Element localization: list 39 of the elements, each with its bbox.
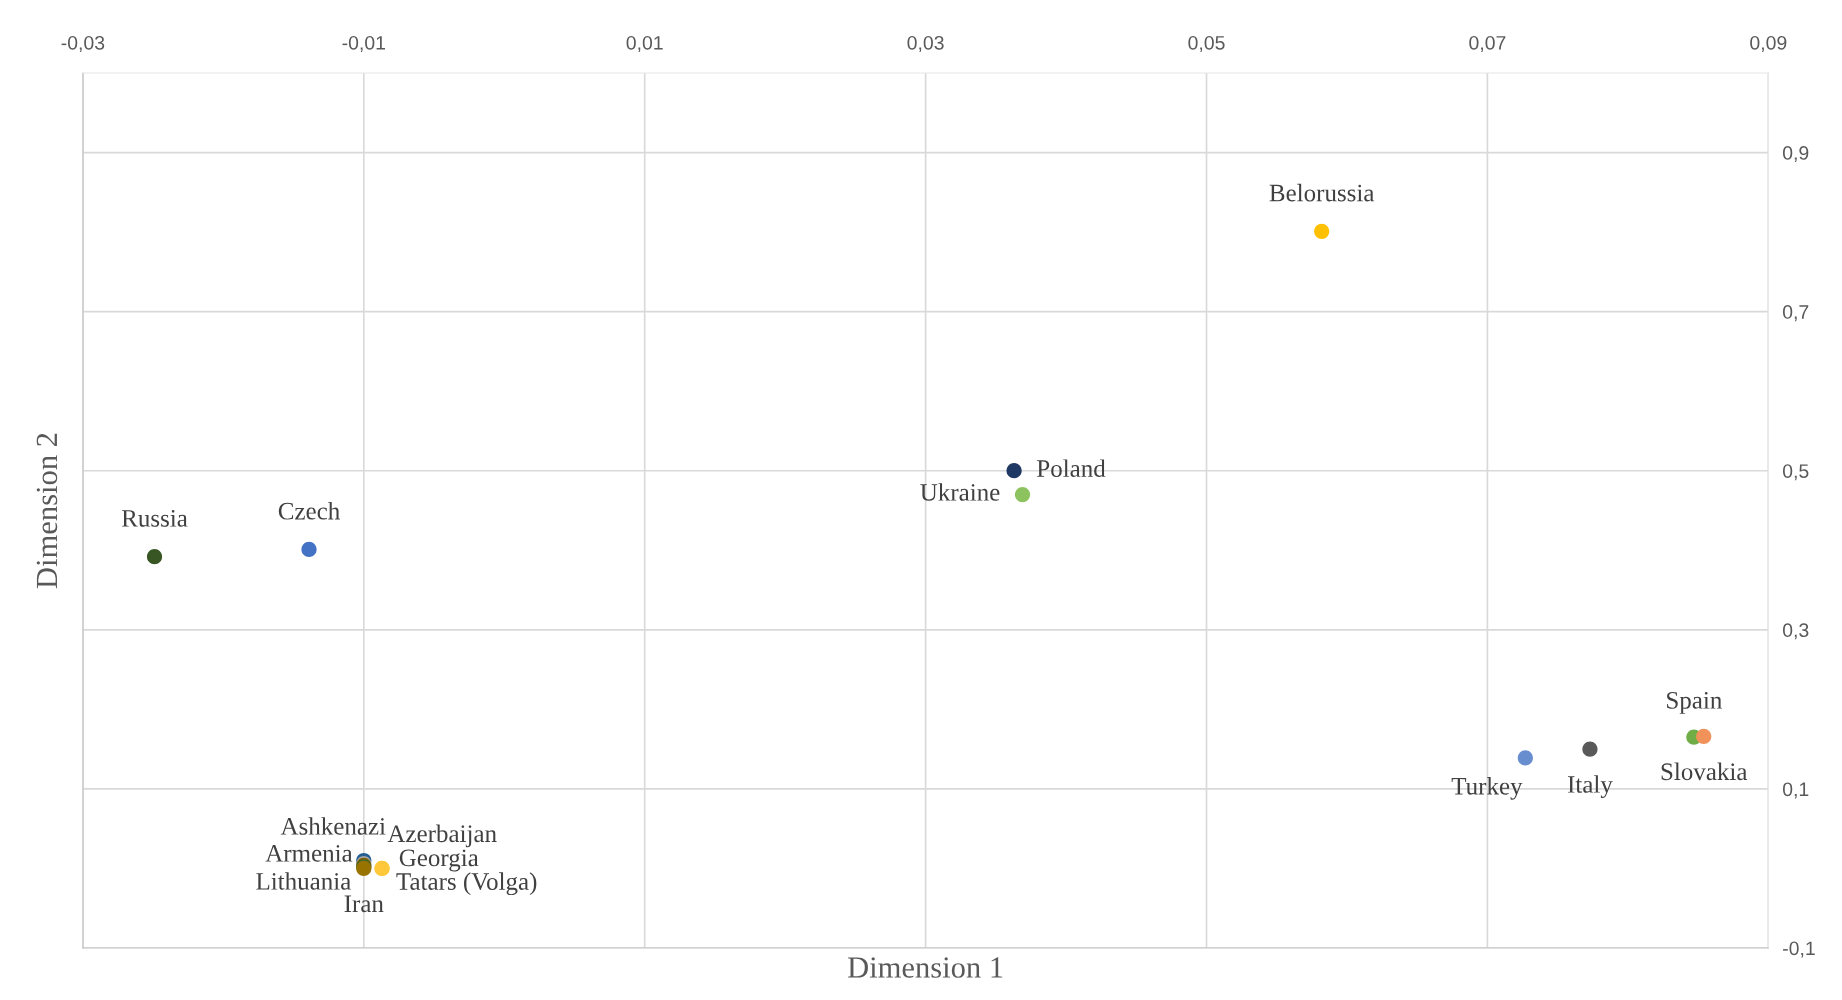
point [1517, 750, 1533, 766]
point [1582, 741, 1598, 757]
series-label: Belorussia [1269, 183, 1375, 202]
point [1006, 463, 1022, 479]
series-label: Italy [1567, 775, 1613, 799]
point [146, 549, 163, 565]
y-tick-label: 0,1 [1782, 782, 1809, 799]
x-tick-label: -0,03 [61, 35, 105, 53]
y-axis-title: Dimension 2 [36, 433, 58, 589]
series-label: Armenia [265, 845, 353, 862]
series-label: Poland [1037, 459, 1106, 477]
series-label: Russia [121, 509, 188, 527]
series-label: Ukraine [920, 483, 1000, 501]
x-tick-label: 0,05 [1188, 35, 1225, 53]
x-tick-label: 0,07 [1469, 35, 1506, 53]
x-tick-label: -0,01 [342, 35, 386, 53]
point [1014, 486, 1031, 503]
y-tick-label: 0,9 [1782, 146, 1809, 163]
series-label: Czech [278, 502, 340, 520]
series-label: Iran [344, 895, 384, 913]
point [301, 541, 317, 558]
series-label: Slovakia [1661, 762, 1748, 781]
y-tick-label: 0,7 [1782, 305, 1809, 322]
series-label: Georgia [399, 849, 479, 872]
x-tick-label: 0,09 [1750, 35, 1787, 53]
point [1696, 728, 1712, 745]
y-tick-label: -0,1 [1783, 941, 1815, 958]
x-tick-label: 0,03 [907, 35, 944, 53]
series-label: Lithuania [256, 872, 351, 890]
series-label: Azerbaijan [387, 824, 497, 848]
series-label: Turkey [1451, 777, 1523, 800]
y-tick-label: 0,5 [1782, 464, 1809, 481]
series-label: Ashkenazi [280, 817, 386, 835]
point [1314, 223, 1330, 239]
x-tick-label: 0,01 [626, 35, 663, 53]
x-axis-title: Dimension 1 [847, 957, 1003, 978]
series-label: Spain [1667, 691, 1722, 714]
y-tick-label: 0,3 [1782, 623, 1809, 640]
series-label: Tatars (Volga) [396, 872, 537, 896]
